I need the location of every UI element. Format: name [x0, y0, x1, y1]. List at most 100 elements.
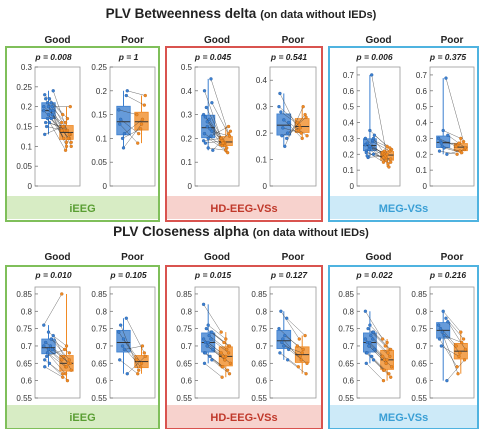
data-point-post	[143, 354, 147, 359]
y-tick-label: 0.8	[181, 307, 193, 316]
paired-line	[368, 155, 386, 158]
data-point-pre	[45, 101, 50, 105]
data-point-post	[458, 351, 462, 355]
paired-line	[447, 135, 466, 149]
data-point-post	[142, 351, 146, 355]
paired-line	[369, 324, 388, 343]
data-point-pre	[277, 105, 281, 109]
paired-line	[123, 123, 142, 149]
data-point-pre	[51, 333, 55, 338]
paired-line	[51, 338, 70, 354]
y-tick-label: 0.75	[251, 325, 267, 334]
data-point-post	[65, 116, 70, 121]
y-tick-label: 0.65	[16, 359, 32, 368]
y-tick-label: 0.55	[176, 394, 192, 403]
data-point-pre	[201, 337, 206, 341]
paired-line	[210, 126, 229, 137]
paired-line	[53, 110, 72, 147]
paired-line	[373, 138, 391, 163]
data-point-pre	[444, 316, 448, 320]
paired-line	[438, 138, 457, 147]
modality-label: HD-EEG-VSs	[210, 412, 277, 424]
data-point-post	[227, 344, 232, 348]
data-point-pre	[369, 333, 373, 338]
y-tick-label: 0.4	[181, 87, 193, 96]
paired-line	[206, 328, 225, 343]
data-point-pre	[122, 131, 127, 136]
data-point-pre	[46, 112, 51, 117]
paired-line	[45, 342, 64, 357]
paired-line	[443, 311, 461, 333]
plot-area	[429, 66, 475, 187]
paired-line	[48, 331, 67, 347]
modality-label-band-1-2	[330, 405, 477, 428]
chart-title-sub: (on data without IEDs)	[253, 227, 369, 239]
paired-line	[120, 119, 139, 134]
data-point-pre	[50, 105, 54, 109]
data-point-post	[380, 354, 385, 359]
paired-line	[280, 311, 300, 340]
group-label: Good	[44, 35, 70, 46]
data-point-pre	[365, 340, 369, 345]
data-point-pre	[46, 347, 51, 352]
data-point-post	[385, 340, 389, 345]
p-value-label: p = 0.006	[355, 52, 392, 62]
data-point-pre	[44, 340, 48, 345]
y-tick-label: 0.3	[21, 63, 33, 72]
data-point-pre	[368, 323, 372, 327]
data-point-post	[303, 333, 307, 338]
data-point-pre	[281, 337, 285, 341]
y-tick-label: 0.2	[416, 150, 428, 159]
data-point-post	[459, 136, 463, 141]
y-tick-label: 0.1	[343, 166, 355, 175]
data-point-post	[63, 372, 68, 376]
paired-line	[124, 345, 143, 350]
data-point-post	[381, 379, 386, 383]
modality-label-band-1-0	[7, 405, 158, 428]
paired-line	[208, 324, 226, 340]
y-tick-label: 0.6	[343, 87, 355, 96]
y-tick-label: 0.2	[21, 103, 33, 112]
data-point-pre	[372, 133, 377, 137]
data-point-post	[389, 375, 393, 379]
data-point-pre	[205, 120, 209, 124]
data-point-pre	[285, 136, 289, 141]
y-tick-label: 0.3	[256, 103, 268, 112]
data-point-pre	[205, 124, 209, 129]
group-label: Good	[204, 35, 230, 46]
data-point-post	[296, 128, 300, 133]
paired-line	[127, 90, 146, 96]
data-point-pre	[436, 323, 441, 327]
chart-title-1: PLV Closeness alpha (on data without IEDs…	[113, 224, 369, 239]
paired-line	[48, 349, 67, 367]
y-tick-label: 0	[263, 182, 268, 191]
data-point-post	[136, 141, 140, 145]
data-point-pre	[125, 372, 129, 376]
data-point-pre	[50, 112, 54, 117]
data-point-post	[389, 157, 393, 161]
data-point-post	[66, 136, 71, 141]
group-label: Poor	[441, 252, 464, 263]
paired-line	[278, 328, 298, 347]
y-tick-label: 0.6	[416, 87, 428, 96]
data-point-post	[225, 347, 229, 352]
data-point-post	[65, 379, 70, 383]
data-point-post	[140, 117, 145, 122]
data-point-post	[60, 120, 64, 125]
modality-label-band-0-2	[330, 196, 477, 219]
data-point-post	[68, 105, 72, 109]
data-point-post	[62, 354, 66, 359]
paired-line	[371, 74, 390, 168]
data-point-post	[135, 358, 139, 362]
y-tick-label: 0.6	[181, 377, 193, 386]
data-point-pre	[49, 337, 53, 341]
data-point-pre	[124, 93, 128, 98]
paired-line	[281, 127, 301, 136]
paired-line	[445, 78, 464, 142]
paired-line	[122, 128, 141, 139]
data-point-pre	[210, 358, 214, 362]
data-point-pre	[47, 361, 52, 365]
data-point-post	[69, 368, 73, 372]
p-value-label: p = 0.375	[429, 52, 466, 62]
data-point-post	[382, 358, 387, 362]
